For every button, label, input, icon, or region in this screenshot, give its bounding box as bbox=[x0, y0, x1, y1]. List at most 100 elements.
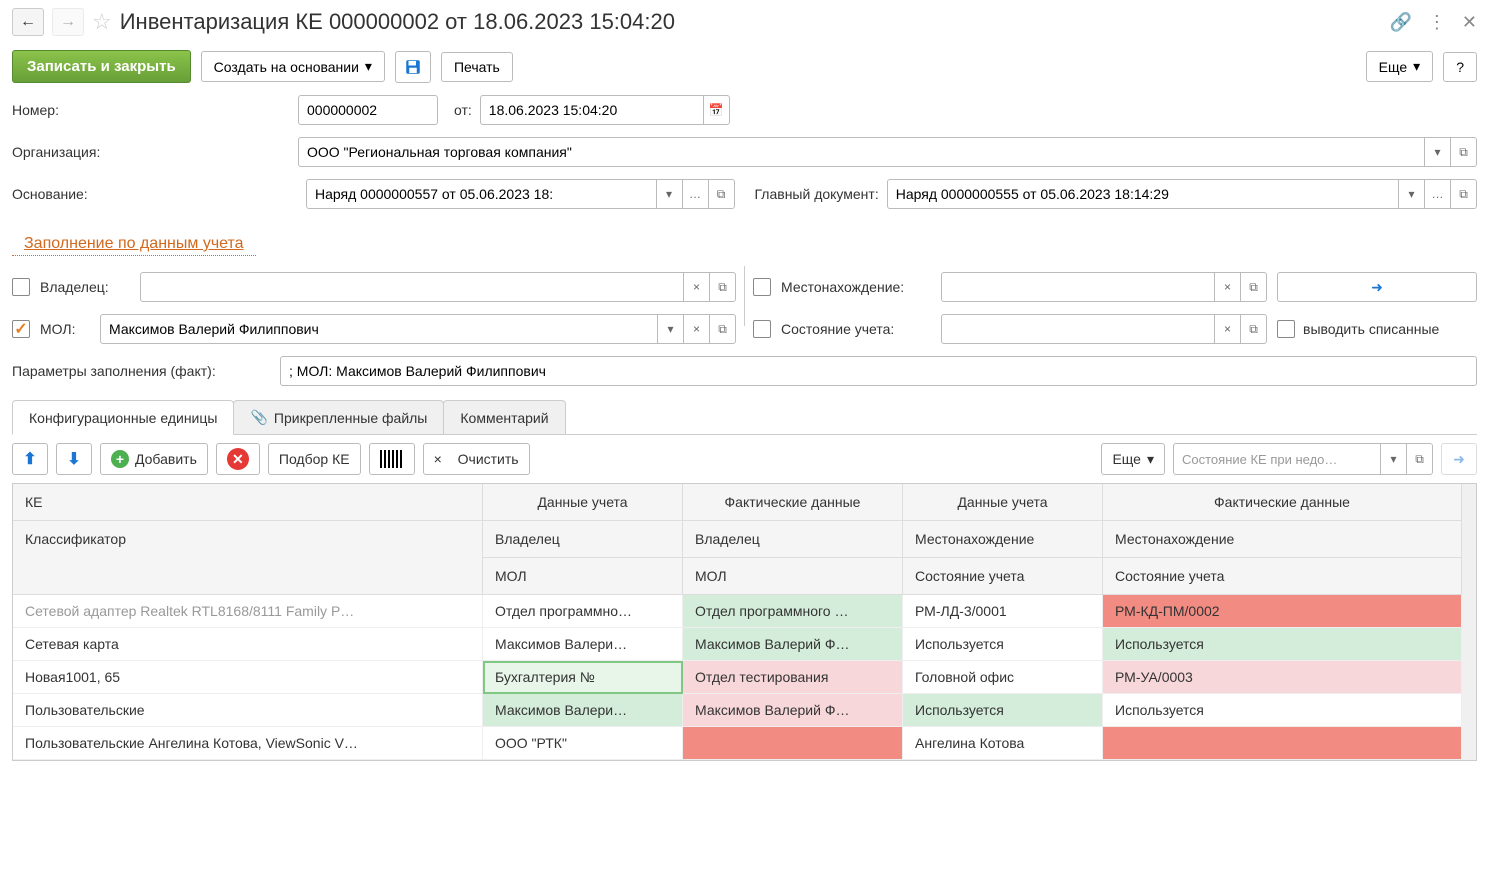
link-icon[interactable]: 🔗 bbox=[1389, 12, 1411, 33]
help-button[interactable]: ? bbox=[1443, 52, 1477, 82]
tab-comment[interactable]: Комментарий bbox=[443, 400, 565, 434]
table-cell[interactable]: Пользовательские Ангелина Котова, ViewSo… bbox=[13, 727, 483, 760]
owner-checkbox[interactable] bbox=[12, 278, 30, 296]
table-cell[interactable]: Отдел программно… bbox=[483, 595, 683, 628]
open-icon[interactable]: ⧉ bbox=[1406, 444, 1432, 474]
open-icon[interactable]: ⧉ bbox=[709, 273, 735, 301]
nav-forward-button[interactable]: → bbox=[52, 8, 84, 36]
open-icon[interactable]: ⧉ bbox=[1240, 315, 1266, 343]
table-cell[interactable]: Максимов Валери… bbox=[483, 628, 683, 661]
barcode-button[interactable] bbox=[369, 443, 415, 475]
tab-ci[interactable]: Конфигурационные единицы bbox=[12, 400, 234, 435]
th-data-acc2[interactable]: Данные учета bbox=[903, 484, 1103, 521]
state-checkbox[interactable] bbox=[753, 320, 771, 338]
table-cell[interactable]: ООО "РТК" bbox=[483, 727, 683, 760]
ci-state-input[interactable] bbox=[1174, 452, 1380, 467]
table-cell[interactable]: Отдел программного … bbox=[683, 595, 903, 628]
date-input[interactable] bbox=[481, 102, 703, 118]
table-cell[interactable]: РМ-ЛД-3/0001 bbox=[903, 595, 1103, 628]
th-mol2[interactable]: МОЛ bbox=[683, 558, 903, 595]
open-icon[interactable]: ⧉ bbox=[708, 180, 734, 208]
close-icon[interactable]: ✕ bbox=[1462, 12, 1477, 33]
table-cell[interactable]: Новая1001, 65 bbox=[13, 661, 483, 694]
th-data-fact[interactable]: Фактические данные bbox=[683, 484, 903, 521]
table-cell[interactable]: Используется bbox=[1103, 694, 1462, 727]
state-input[interactable] bbox=[942, 321, 1214, 337]
delete-button[interactable]: ✕ bbox=[216, 443, 260, 475]
move-up-button[interactable]: ⬆ bbox=[12, 443, 48, 475]
open-icon[interactable]: ⧉ bbox=[1450, 180, 1476, 208]
add-button[interactable]: +Добавить bbox=[100, 443, 208, 475]
basis-input[interactable] bbox=[307, 186, 656, 202]
fill-params-input[interactable] bbox=[281, 363, 1476, 379]
th-ke[interactable]: КЕ bbox=[13, 484, 483, 521]
dropdown-icon[interactable]: ▾ bbox=[1398, 180, 1424, 208]
table-cell[interactable]: Максимов Валерий Ф… bbox=[683, 628, 903, 661]
number-input[interactable] bbox=[299, 102, 437, 118]
mol-input[interactable] bbox=[101, 321, 657, 337]
table-more-button[interactable]: Еще ▾ bbox=[1101, 443, 1165, 475]
table-cell[interactable]: Максимов Валерий Ф… bbox=[683, 694, 903, 727]
org-input[interactable] bbox=[299, 144, 1424, 160]
dropdown-icon[interactable]: ▾ bbox=[657, 315, 683, 343]
clear-icon[interactable]: × bbox=[683, 273, 709, 301]
table-cell[interactable]: Головной офис bbox=[903, 661, 1103, 694]
owner-input[interactable] bbox=[141, 279, 683, 295]
apply-filter-button[interactable]: ➜ bbox=[1277, 272, 1477, 302]
th-owner2[interactable]: Владелец bbox=[683, 521, 903, 558]
nav-back-button[interactable]: ← bbox=[12, 8, 44, 36]
fill-by-data-link[interactable]: Заполнение по данным учета bbox=[12, 225, 256, 256]
written-off-checkbox[interactable] bbox=[1277, 320, 1295, 338]
table-row[interactable]: Пользовательские Ангелина Котова, ViewSo… bbox=[13, 727, 1476, 760]
table-cell[interactable]: Ангелина Котова bbox=[903, 727, 1103, 760]
table-row[interactable]: Новая1001, 65Бухгалтерия №Отдел тестиров… bbox=[13, 661, 1476, 694]
clear-icon[interactable]: × bbox=[1214, 315, 1240, 343]
dropdown-icon[interactable]: ▾ bbox=[1380, 444, 1406, 474]
clear-icon[interactable]: × bbox=[1214, 273, 1240, 301]
th-state[interactable]: Состояние учета bbox=[903, 558, 1103, 595]
th-owner[interactable]: Владелец bbox=[483, 521, 683, 558]
th-classifier[interactable]: Классификатор bbox=[13, 521, 483, 595]
table-cell[interactable]: Пользовательские bbox=[13, 694, 483, 727]
table-row[interactable]: ПользовательскиеМаксимов Валери…Максимов… bbox=[13, 694, 1476, 727]
more-button[interactable]: Еще ▾ bbox=[1366, 51, 1434, 82]
table-row[interactable]: Сетевая картаМаксимов Валери…Максимов Ва… bbox=[13, 628, 1476, 661]
kebab-menu-icon[interactable]: ⋮ bbox=[1428, 12, 1446, 33]
table-cell[interactable]: Сетевая карта bbox=[13, 628, 483, 661]
table-cell[interactable]: Максимов Валери… bbox=[483, 694, 683, 727]
select-ci-button[interactable]: Подбор КЕ bbox=[268, 443, 361, 475]
table-cell[interactable]: Сетевой адаптер Realtek RTL8168/8111 Fam… bbox=[13, 595, 483, 628]
save-close-button[interactable]: Записать и закрыть bbox=[12, 50, 191, 83]
open-icon[interactable]: ⧉ bbox=[1450, 138, 1476, 166]
favorite-star-icon[interactable]: ☆ bbox=[92, 9, 112, 35]
select-icon[interactable]: … bbox=[1424, 180, 1450, 208]
print-button[interactable]: Печать bbox=[441, 52, 513, 82]
table-cell[interactable]: РМ-УА/0003 bbox=[1103, 661, 1462, 694]
table-cell[interactable]: Используется bbox=[903, 694, 1103, 727]
location-checkbox[interactable] bbox=[753, 278, 771, 296]
table-cell[interactable] bbox=[683, 727, 903, 760]
select-icon[interactable]: … bbox=[682, 180, 708, 208]
dropdown-icon[interactable]: ▾ bbox=[656, 180, 682, 208]
table-cell[interactable]: Отдел тестирования bbox=[683, 661, 903, 694]
th-location2[interactable]: Местонахождение bbox=[1103, 521, 1462, 558]
open-icon[interactable]: ⧉ bbox=[1240, 273, 1266, 301]
dropdown-icon[interactable]: ▾ bbox=[1424, 138, 1450, 166]
table-cell[interactable] bbox=[1103, 727, 1462, 760]
th-state2[interactable]: Состояние учета bbox=[1103, 558, 1462, 595]
th-data-acc[interactable]: Данные учета bbox=[483, 484, 683, 521]
move-down-button[interactable]: ⬇ bbox=[56, 443, 92, 475]
table-row[interactable]: Сетевой адаптер Realtek RTL8168/8111 Fam… bbox=[13, 595, 1476, 628]
th-mol[interactable]: МОЛ bbox=[483, 558, 683, 595]
table-cell[interactable]: Используется bbox=[1103, 628, 1462, 661]
th-location[interactable]: Местонахождение bbox=[903, 521, 1103, 558]
th-data-fact2[interactable]: Фактические данные bbox=[1103, 484, 1462, 521]
table-cell[interactable]: РМ-КД-ПМ/0002 bbox=[1103, 595, 1462, 628]
location-input[interactable] bbox=[942, 279, 1214, 295]
clear-button[interactable]: × Очистить bbox=[423, 443, 530, 475]
tab-files[interactable]: 📎Прикрепленные файлы bbox=[233, 400, 444, 434]
create-based-button[interactable]: Создать на основании ▾ bbox=[201, 51, 385, 82]
apply-state-button[interactable]: ➜ bbox=[1441, 443, 1477, 475]
calendar-icon[interactable]: 📅 bbox=[703, 96, 729, 124]
mol-checkbox[interactable] bbox=[12, 320, 30, 338]
